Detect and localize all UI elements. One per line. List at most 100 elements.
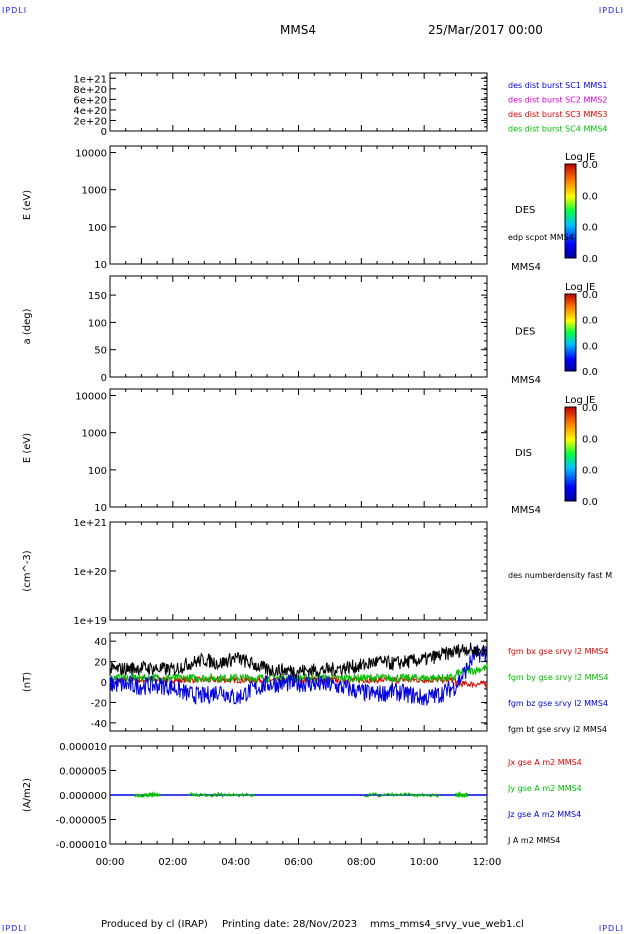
panel-frame-4 — [109, 521, 488, 621]
legend-entry-6: J A m2 MMS4 — [507, 836, 560, 845]
colorbar-tick-label-2: 0.0 — [582, 316, 598, 327]
x-tick-label: 08:00 — [347, 857, 376, 868]
instrument-label-1: DES — [515, 205, 535, 216]
colorbar-title-3: Log JE — [565, 395, 595, 406]
density-legend-label: des numberdensity fast M — [508, 571, 612, 580]
y-tick-label-3: 100 — [88, 466, 107, 477]
colorbar-tick-label-1: 0.0 — [582, 160, 598, 171]
y-tick-label-0: 1e+21 — [73, 74, 107, 85]
y-tick-label-6: 0.000000 — [59, 791, 107, 802]
x-tick-label: 00:00 — [96, 857, 125, 868]
colorbar-title-2: Log JE — [565, 282, 595, 293]
y-tick-label-5: 0 — [101, 678, 107, 689]
panel-frame-0 — [109, 72, 488, 132]
j-burst-line — [455, 790, 469, 799]
legend-entry-5: fgm bz gse srvy l2 MMS4 — [508, 699, 608, 708]
colorbar-tick-label-2: 0.0 — [582, 367, 598, 378]
y-tick-label-0: 4e+20 — [73, 106, 107, 117]
spacecraft-label-1: MMS4 — [511, 262, 541, 273]
y-tick-label-3: 1000 — [82, 429, 107, 440]
y-tick-label-4: 1e+19 — [73, 616, 107, 627]
y-tick-label-0: 8e+20 — [73, 85, 107, 96]
y-tick-label-2: 100 — [88, 318, 107, 329]
y-tick-label-0: 2e+20 — [73, 116, 107, 127]
footer-produced: Produced by cl (IRAP) — [101, 919, 208, 930]
j-burst-line — [134, 791, 161, 799]
panel-frame-3 — [109, 388, 488, 508]
spacecraft-label-2: MMS4 — [511, 375, 541, 386]
corner-label-bottom-left: IPDLI — [2, 924, 28, 933]
x-tick-label: 10:00 — [410, 857, 439, 868]
legend-entry-6: Jy gse A m2 MMS4 — [507, 784, 582, 793]
y-tick-label-1: 10000 — [75, 149, 107, 160]
legend-entry-0: des dist burst SC3 MMS3 — [508, 110, 607, 119]
instrument-label-2: DES — [515, 327, 535, 338]
y-tick-label-2: 150 — [88, 291, 107, 302]
legend-entry-5: fgm bx gse srvy l2 MMS4 — [508, 647, 609, 656]
y-tick-label-6: -0.000010 — [56, 840, 107, 851]
y-axis-label-5: (nT) — [22, 672, 33, 692]
colorbar-tick-label-3: 0.0 — [582, 434, 598, 445]
spacecraft-title: MMS4 — [280, 23, 316, 37]
panel-frame-2 — [109, 275, 488, 378]
y-tick-label-0: 0 — [101, 127, 107, 138]
y-tick-label-3: 10000 — [75, 392, 107, 403]
legend-entry-5: fgm by gse srvy l2 MMS4 — [508, 673, 609, 682]
colorbar-tick-label-3: 0.0 — [582, 466, 598, 477]
overlay-label-1: edp scpot MMS4 — [508, 233, 574, 242]
y-tick-label-0: 6e+20 — [73, 95, 107, 106]
legend-entry-6: Jx gse A m2 MMS4 — [507, 758, 582, 767]
instrument-label-3: DIS — [515, 448, 532, 459]
spacecraft-label-3: MMS4 — [511, 505, 541, 516]
colorbar-3 — [564, 406, 577, 502]
legend-entry-6: Jz gse A m2 MMS4 — [507, 810, 581, 819]
footer-printing: Printing date: 28/Nov/2023 — [222, 919, 358, 930]
y-tick-label-4: 1e+20 — [73, 567, 107, 578]
y-tick-label-6: -0.000005 — [56, 816, 107, 827]
y-tick-label-5: -40 — [91, 719, 107, 730]
x-tick-label: 04:00 — [221, 857, 250, 868]
y-tick-label-1: 10 — [94, 260, 107, 271]
x-tick-label: 06:00 — [284, 857, 313, 868]
legend-entry-0: des dist burst SC1 MMS1 — [508, 81, 607, 90]
y-axis-label-4: (cm^-3) — [22, 550, 33, 591]
y-tick-label-1: 100 — [88, 223, 107, 234]
colorbar-tick-label-2: 0.0 — [582, 341, 598, 352]
x-tick-label: 12:00 — [473, 857, 502, 868]
y-tick-label-4: 1e+21 — [73, 518, 107, 529]
legend-entry-5: fgm bt gse srvy l2 MMS4 — [508, 725, 607, 734]
fgm-bt-line — [109, 642, 488, 680]
y-tick-label-1: 1000 — [82, 186, 107, 197]
legend-entry-0: des dist burst SC4 MMS4 — [508, 125, 607, 134]
corner-label-top-left: IPDLI — [2, 6, 28, 15]
y-axis-label-2: a (deg) — [22, 308, 33, 344]
y-axis-label-3: E (eV) — [22, 433, 33, 463]
y-tick-label-2: 50 — [94, 346, 107, 357]
j-burst-line — [364, 791, 441, 798]
colorbar-tick-label-1: 0.0 — [582, 191, 598, 202]
y-tick-label-5: 40 — [94, 637, 107, 648]
j-burst-line — [188, 791, 256, 799]
y-tick-label-3: 10 — [94, 503, 107, 514]
colorbar-tick-label-1: 0.0 — [582, 254, 598, 265]
fgm-bz-line — [109, 645, 488, 706]
colorbar-tick-label-1: 0.0 — [582, 223, 598, 234]
y-tick-label-6: 0.000005 — [59, 767, 107, 778]
legend-entry-0: des dist burst SC2 MMS2 — [508, 96, 607, 105]
footer-filename: mms_mms4_srvy_vue_web1.cl — [370, 919, 524, 930]
y-tick-label-5: -20 — [91, 698, 107, 709]
y-axis-label-1: E (eV) — [22, 190, 33, 220]
corner-label-bottom-right: IPDLI — [598, 924, 624, 933]
y-tick-label-5: 20 — [94, 658, 107, 669]
colorbar-2 — [564, 293, 577, 372]
panel-frame-1 — [109, 145, 488, 265]
colorbar-1 — [564, 163, 577, 259]
colorbar-tick-label-3: 0.0 — [582, 403, 598, 414]
colorbar-title-1: Log JE — [565, 152, 595, 163]
x-tick-label: 02:00 — [158, 857, 187, 868]
colorbar-tick-label-2: 0.0 — [582, 290, 598, 301]
colorbar-tick-label-3: 0.0 — [582, 497, 598, 508]
y-axis-label-6: (A/m2) — [22, 778, 33, 812]
corner-label-top-right: IPDLI — [598, 6, 624, 15]
